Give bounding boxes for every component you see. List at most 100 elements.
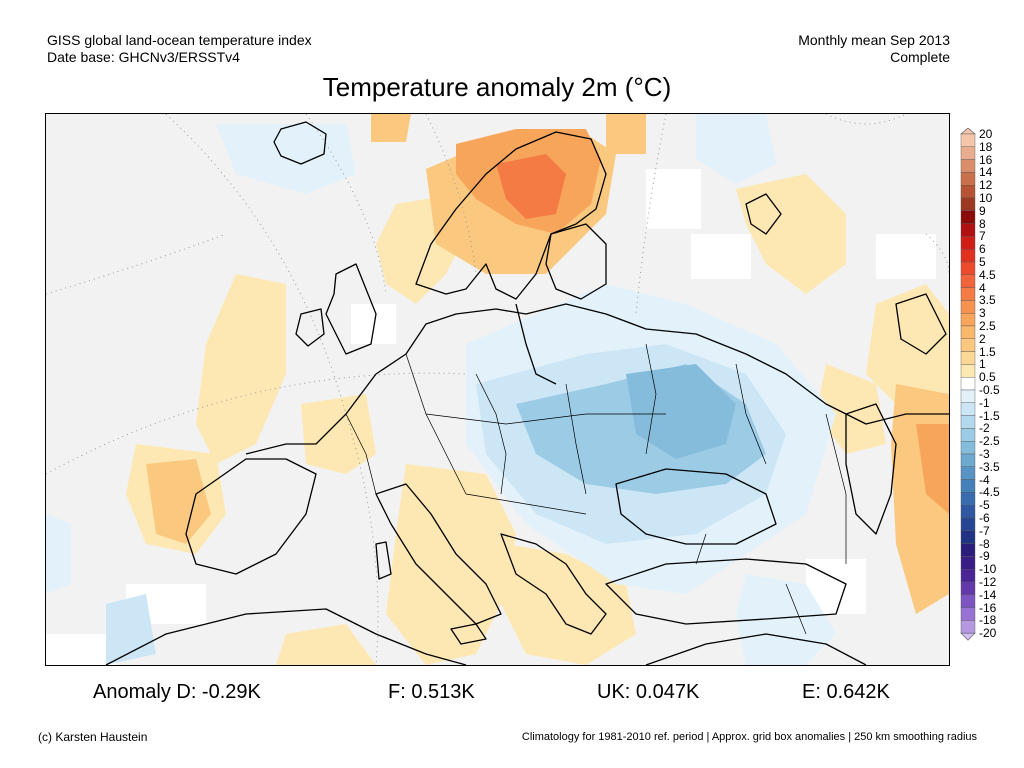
stat-f: F: 0.513K	[388, 681, 475, 703]
legend-label: -1	[979, 395, 990, 410]
legend-swatch	[960, 159, 976, 173]
legend-swatch	[960, 146, 976, 160]
legend-label: -3.5	[979, 459, 1000, 474]
legend-swatch	[960, 223, 976, 237]
legend-swatch	[960, 248, 976, 263]
legend-label: 1.5	[979, 344, 996, 359]
legend-label: -1.5	[979, 408, 1000, 423]
legend-label: -16	[979, 600, 997, 615]
legend-swatch	[960, 133, 976, 148]
legend-swatch	[960, 287, 976, 301]
graticule	[46, 114, 949, 665]
legend-swatch	[960, 530, 976, 544]
legend-swatch	[960, 364, 976, 378]
legend-bottom-arrow	[960, 632, 976, 641]
legend-swatch	[960, 556, 976, 570]
color-legend: 20 18 16 14 12 10 9 8 7 6 5 4.5 4 3.5 3 2.5 2 1.5 1 0.5 -0.5…	[957, 128, 1017, 653]
warm-anomaly-stronger	[496, 154, 566, 219]
legend-label: -14	[979, 587, 997, 602]
legend-label: 4.5	[979, 267, 996, 282]
legend-swatch	[960, 389, 976, 404]
legend-label: 3	[979, 306, 986, 321]
map-canvas	[46, 114, 949, 665]
legend-swatch	[960, 402, 976, 416]
legend-swatch	[960, 492, 976, 506]
legend-label: -2	[979, 421, 990, 436]
header-left: GISS global land-ocean temperature index…	[47, 32, 312, 66]
cold-anomaly-stronger	[626, 364, 736, 459]
legend-label: 6	[979, 242, 986, 257]
completeness-label: Complete	[890, 49, 950, 65]
legend-label: -18	[979, 613, 997, 628]
legend-label: -8	[979, 536, 990, 551]
legend-swatch	[960, 441, 976, 455]
legend-label: -20	[979, 626, 997, 641]
legend-swatch	[960, 607, 976, 621]
legend-swatch	[960, 210, 976, 224]
legend-label: 0.5	[979, 370, 996, 385]
legend-label: -10	[979, 562, 997, 577]
data-base-label: Date base: GHCNv3/ERSSTv4	[47, 49, 240, 65]
legend-swatch	[960, 274, 976, 288]
method-note: Climatology for 1981-2010 ref. period | …	[521, 731, 977, 743]
map-title: Temperature anomaly 2m (°C)	[322, 72, 672, 102]
legend-swatch	[960, 351, 976, 365]
stat-e: E: 0.642K	[802, 681, 890, 703]
legend-colorbar	[960, 128, 976, 641]
legend-swatch	[960, 338, 976, 352]
borders	[345, 343, 847, 635]
legend-swatch	[960, 505, 976, 519]
legend-top-arrow	[960, 128, 976, 135]
copyright: (c) Karsten Haustein	[38, 730, 148, 744]
legend-swatch	[960, 415, 976, 429]
legend-swatch	[960, 325, 976, 340]
legend-swatch	[960, 581, 976, 596]
legend-label: -3	[979, 447, 990, 461]
legend-label: 14	[979, 165, 993, 180]
legend-swatch	[960, 466, 976, 480]
legend-label: -5	[979, 498, 990, 513]
legend-swatch	[960, 453, 976, 468]
legend-label: 9	[979, 203, 986, 218]
anomaly-map	[45, 113, 950, 666]
legend-label: 20	[979, 127, 993, 141]
legend-swatch	[960, 236, 976, 250]
stat-anomaly-d: Anomaly D: -0.29K	[93, 681, 261, 703]
legend-label: 2	[979, 331, 986, 346]
legend-swatch	[960, 479, 976, 493]
coastlines	[105, 121, 949, 665]
legend-label: 1	[979, 357, 986, 372]
legend-label: -12	[979, 575, 997, 589]
legend-label: -0.5	[979, 383, 1000, 397]
legend-swatch	[960, 620, 976, 634]
legend-label: -4	[979, 472, 990, 487]
legend-label: 5	[979, 255, 986, 269]
period-label: Monthly mean Sep 2013	[798, 32, 950, 48]
legend-label: -7	[979, 523, 990, 538]
legend-swatch	[960, 300, 976, 314]
legend-swatch	[960, 172, 976, 186]
legend-label: 10	[979, 191, 993, 205]
legend-swatch	[960, 428, 976, 442]
legend-label: 8	[979, 216, 986, 231]
legend-label: -9	[979, 549, 990, 564]
legend-label: 3.5	[979, 293, 996, 308]
legend-swatch	[960, 543, 976, 557]
legend-label: -6	[979, 511, 990, 525]
legend-swatch	[960, 569, 976, 583]
legend-label: 7	[979, 229, 986, 244]
legend-label: 2.5	[979, 319, 996, 333]
anomaly-stats: Anomaly D: -0.29K F: 0.513K UK: 0.047K E…	[0, 681, 1024, 705]
legend-label: 12	[979, 178, 993, 193]
legend-swatch	[960, 185, 976, 199]
legend-label: 16	[979, 152, 993, 167]
warm-anomaly-light	[126, 174, 949, 665]
dataset-title: GISS global land-ocean temperature index	[47, 32, 312, 48]
legend-swatch	[960, 517, 976, 532]
legend-swatch	[960, 376, 976, 391]
legend-swatch	[960, 197, 976, 212]
no-data-blocks	[46, 169, 936, 665]
legend-label: -2.5	[979, 434, 1000, 449]
legend-label: 4	[979, 280, 986, 295]
legend-label: -4.5	[979, 485, 1000, 500]
